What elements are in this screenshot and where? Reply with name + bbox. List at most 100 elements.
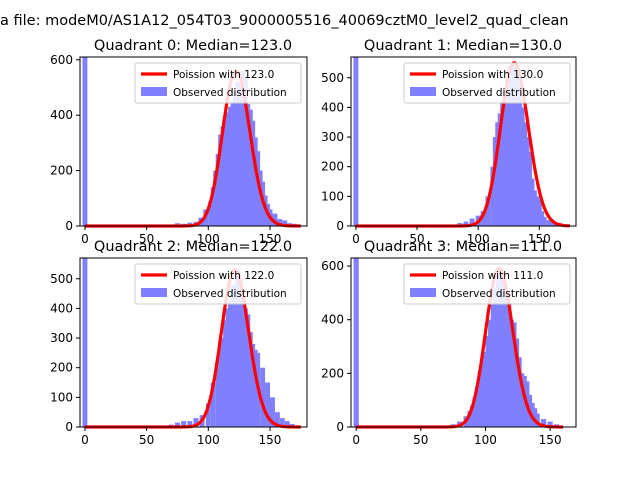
observed-bar — [485, 196, 491, 226]
axes-frame — [350, 56, 577, 227]
observed-bar — [260, 367, 266, 427]
quadrant-1-title: Quadrant 1: Median=130.0 — [364, 38, 562, 54]
legend-box — [403, 263, 571, 305]
legend-bar-swatch — [141, 288, 167, 297]
observed-bar — [524, 137, 530, 226]
x-tick-label: 0 — [352, 433, 360, 447]
observed-bar — [512, 62, 518, 226]
x-tick-label: 100 — [197, 232, 220, 246]
figure-suptitle: a file: modeM0/AS1A12_054T03_9000005516_… — [0, 13, 569, 29]
legend-label-poisson: Poission with 122.0 — [173, 270, 274, 282]
observed-bar — [463, 221, 469, 226]
legend-bar-swatch — [410, 87, 436, 96]
observed-bar — [551, 222, 557, 226]
observed-bar — [279, 418, 285, 427]
legend-label-observed: Observed distribution — [173, 87, 287, 99]
y-tick-label: 0 — [336, 420, 344, 434]
quadrant-0-title: Quadrant 0: Median=123.0 — [94, 38, 292, 54]
observed-bar — [269, 397, 275, 427]
quadrant-0-panel: Quadrant 0: Median=123.0 0 50 100 150 0 200 40… — [50, 38, 308, 246]
axes-frame — [79, 257, 308, 428]
observed-bar — [82, 258, 88, 427]
axes-frame — [350, 257, 577, 428]
x-tick-label: 0 — [81, 433, 89, 447]
observed-bar — [174, 422, 180, 427]
legend-bar-swatch — [141, 87, 167, 96]
y-tick-label: 0 — [65, 219, 73, 233]
quadrant-2-panel: Quadrant 2: Median=122.0 0 50 100 150 0 100 20… — [50, 239, 308, 447]
observed-bar — [534, 413, 540, 427]
x-tick-label: 50 — [139, 433, 154, 447]
legend-bar-swatch — [410, 288, 436, 297]
observed-bar — [541, 418, 547, 427]
observed-bar — [193, 418, 199, 427]
observed-bar — [187, 421, 193, 427]
observed-bar — [284, 421, 290, 427]
x-tick-label: 50 — [409, 232, 424, 246]
observed-bar — [490, 166, 496, 226]
legend-box — [403, 62, 571, 104]
y-tick-label: 100 — [321, 189, 344, 203]
x-tick-label: 100 — [197, 433, 220, 447]
observed-bar — [353, 57, 359, 226]
axes-frame — [79, 56, 308, 227]
observed-bar — [536, 199, 542, 226]
quadrant-3-title: Quadrant 3: Median=111.0 — [364, 239, 562, 255]
x-tick-label: 0 — [81, 232, 89, 246]
y-tick-label: 600 — [321, 259, 344, 273]
y-tick-label: 400 — [321, 100, 344, 114]
x-tick-label: 150 — [259, 433, 282, 447]
observed-bar — [277, 219, 283, 226]
observed-bar — [282, 220, 288, 226]
observed-bar — [265, 382, 270, 427]
y-tick-label: 100 — [50, 390, 73, 404]
y-tick-label: 200 — [50, 164, 73, 178]
y-tick-label: 400 — [321, 313, 344, 327]
observed-bar — [181, 421, 187, 427]
observed-bar — [210, 382, 216, 427]
legend-label-observed: Observed distribution — [442, 288, 556, 300]
legend-label-poisson: Poission with 123.0 — [173, 69, 274, 81]
observed-bar — [516, 357, 522, 427]
quadrant-3-panel: Quadrant 3: Median=111.0 0 50 100 150 0 200 40… — [321, 239, 577, 447]
x-tick-label: 150 — [539, 433, 562, 447]
quadrant-2-title: Quadrant 2: Median=122.0 — [94, 239, 292, 255]
legend-label-observed: Observed distribution — [442, 87, 556, 99]
y-tick-label: 600 — [50, 53, 73, 67]
x-tick-label: 100 — [467, 232, 490, 246]
x-tick-label: 150 — [259, 232, 282, 246]
x-tick-label: 50 — [139, 232, 154, 246]
x-tick-label: 0 — [352, 232, 360, 246]
x-tick-label: 100 — [474, 433, 497, 447]
legend-label-poisson: Poission with 130.0 — [442, 69, 543, 81]
observed-bar — [541, 217, 547, 226]
y-tick-label: 500 — [321, 71, 344, 85]
legend-label-poisson: Poission with 111.0 — [442, 270, 543, 282]
y-tick-label: 300 — [321, 130, 344, 144]
y-tick-label: 0 — [336, 219, 344, 233]
y-tick-label: 300 — [50, 331, 73, 345]
x-tick-label: 50 — [413, 433, 428, 447]
y-tick-label: 400 — [50, 301, 73, 315]
observed-bar — [480, 211, 486, 226]
y-tick-label: 400 — [50, 108, 73, 122]
observed-bar — [534, 196, 540, 226]
observed-bar — [274, 412, 280, 427]
observed-bar — [353, 258, 359, 427]
y-tick-label: 0 — [65, 420, 73, 434]
y-tick-label: 500 — [50, 272, 73, 286]
legend-label-observed: Observed distribution — [173, 288, 287, 300]
observed-bar — [469, 218, 475, 226]
y-tick-label: 200 — [50, 361, 73, 375]
quadrant-1-panel: Quadrant 1: Median=130.0 0 50 100 150 0 100 20… — [321, 38, 577, 246]
observed-bar — [82, 57, 88, 226]
legend-box — [134, 62, 302, 104]
observed-bar — [205, 403, 211, 427]
observed-bar — [547, 421, 553, 427]
x-tick-label: 150 — [528, 232, 551, 246]
observed-bar — [272, 213, 278, 226]
y-tick-label: 200 — [321, 160, 344, 174]
observed-bar — [546, 220, 552, 226]
legend-box — [134, 263, 302, 305]
